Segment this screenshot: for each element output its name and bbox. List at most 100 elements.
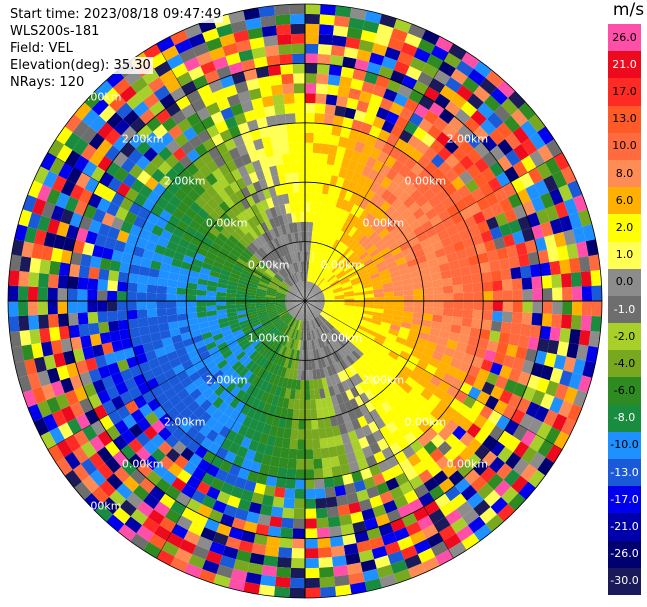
range-gate: [295, 296, 305, 301]
range-gate: [393, 231, 405, 242]
range-gate: [168, 394, 182, 407]
range-gate: [287, 264, 293, 275]
range-gate: [258, 5, 275, 18]
range-gate: [78, 265, 90, 279]
range-gate: [351, 362, 362, 374]
range-gate: [224, 196, 236, 209]
range-gate: [290, 286, 299, 294]
range-gate: [261, 454, 273, 466]
range-gate: [294, 339, 299, 350]
range-gate: [368, 463, 382, 477]
range-gate: [144, 411, 159, 426]
range-gate: [323, 270, 332, 279]
range-gate: [373, 138, 386, 152]
range-gate: [130, 76, 148, 94]
range-gate: [296, 310, 302, 320]
range-gate: [38, 273, 50, 288]
range-gate: [466, 93, 484, 110]
range-gate: [202, 355, 214, 366]
range-gate: [255, 327, 265, 336]
range-gate: [19, 329, 32, 346]
range-gate: [193, 230, 206, 242]
range-gate: [490, 385, 504, 400]
range-gate: [333, 434, 344, 447]
range-gate: [289, 577, 305, 589]
range-gate: [314, 294, 325, 299]
range-gate: [292, 409, 300, 420]
range-gate: [389, 226, 402, 237]
range-gate: [297, 439, 305, 450]
range-gate: [314, 293, 324, 298]
range-gate: [329, 342, 338, 353]
range-gate: [314, 317, 322, 327]
range-gate: [261, 244, 271, 255]
range-gate: [275, 303, 286, 306]
range-gate: [366, 103, 380, 117]
range-gate: [156, 36, 175, 53]
range-gate: [305, 202, 311, 213]
range-gate: [159, 493, 176, 509]
range-gate: [372, 472, 386, 486]
range-gate: [415, 447, 430, 462]
range-gate: [251, 430, 263, 443]
range-gate: [295, 301, 305, 304]
range-gate: [206, 102, 221, 116]
range-gate: [462, 76, 480, 94]
range-gate: [113, 118, 130, 136]
range-gate: [246, 347, 256, 358]
range-gate: [290, 307, 298, 316]
range-gate: [314, 478, 325, 489]
range-gate: [104, 236, 117, 250]
range-gate: [259, 157, 270, 170]
range-gate: [433, 470, 449, 486]
range-gate: [99, 331, 112, 345]
range-gate: [318, 428, 327, 439]
range-gate: [480, 230, 494, 243]
range-gate: [115, 206, 129, 221]
range-gate: [192, 376, 205, 389]
range-gate: [264, 146, 275, 158]
range-gate: [321, 336, 328, 347]
range-gate: [351, 228, 362, 240]
range-gate: [289, 253, 295, 264]
range-gate: [501, 311, 513, 323]
range-gate: [382, 313, 394, 320]
range-gate: [53, 352, 66, 368]
range-gate: [273, 237, 281, 249]
range-gate: [547, 339, 560, 355]
range-gate: [429, 485, 445, 501]
range-gate: [292, 284, 300, 294]
range-gate: [545, 139, 563, 158]
range-gate: [215, 296, 226, 301]
range-gate: [64, 389, 79, 406]
range-gate: [396, 387, 408, 400]
range-gate: [200, 527, 217, 542]
range-gate: [310, 284, 317, 293]
range-gate: [329, 315, 340, 323]
azimuth-line: [304, 300, 454, 559]
range-gate: [560, 166, 577, 185]
range-gate: [437, 229, 450, 241]
range-gate: [422, 347, 435, 358]
range-gate: [224, 223, 235, 235]
range-gate: [344, 400, 354, 412]
range-gate: [537, 126, 555, 145]
range-gate: [298, 320, 302, 331]
range-gate: [358, 436, 370, 449]
range-gate: [165, 139, 181, 154]
range-gate: [314, 302, 325, 306]
range-gate: [246, 406, 257, 419]
range-gate: [410, 188, 423, 202]
range-gate: [346, 27, 363, 40]
range-gate: [228, 463, 242, 477]
range-gate: [284, 488, 296, 499]
range-gate: [191, 98, 207, 113]
range-gate: [128, 263, 141, 275]
range-gate: [120, 142, 136, 158]
range-gate: [196, 311, 208, 319]
range-gate: [345, 327, 355, 336]
range-gate: [244, 162, 256, 175]
range-gate: [323, 288, 333, 294]
range-gate: [199, 326, 211, 335]
range-gate: [390, 124, 404, 139]
